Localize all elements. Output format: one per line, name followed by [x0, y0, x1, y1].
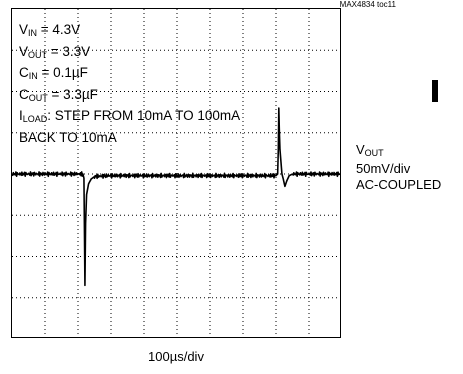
condition-line: BACK TO 10mA: [19, 129, 117, 145]
condition-line: VIN = 4.3V: [19, 22, 81, 38]
plot-area: [12, 9, 340, 337]
condition-line: ILOAD: STEP FROM 10mA TO 100mA: [19, 108, 241, 124]
vout-trace: [12, 107, 340, 287]
oscilloscope-display: [11, 8, 341, 338]
condition-line: COUT = 3.3µF: [19, 86, 98, 103]
page-edge-mark: [432, 80, 438, 102]
channel-name: VOUT: [356, 142, 384, 158]
condition-line: CIN = 0.1µF: [19, 65, 88, 81]
channel-scale: 50mV/div: [356, 161, 411, 176]
channel-coupling: AC-COUPLED: [356, 177, 442, 192]
channel-label: VOUT 50mV/div AC-COUPLED: [356, 142, 441, 193]
figure-code-label: MAX4834 toc11: [339, 0, 396, 9]
test-conditions: VIN = 4.3V VOUT = 3.3V CIN = 0.1µF COUT = 3…: [19, 21, 240, 150]
time-scale-label: 100µs/div: [148, 349, 204, 364]
condition-line: VOUT = 3.3V: [19, 43, 91, 60]
